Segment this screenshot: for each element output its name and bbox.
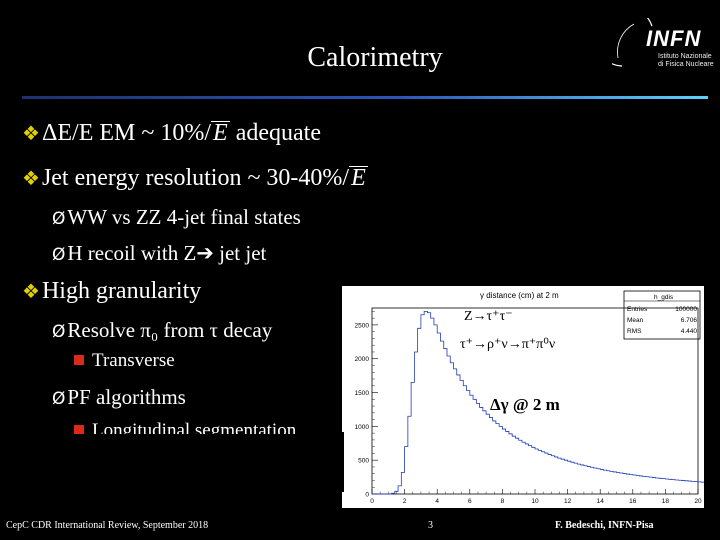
logo-line2: di Fisica Nucleare xyxy=(658,61,714,68)
x-tick-label: 0 xyxy=(370,498,374,505)
annotation-tau-decay: τ⁺→ρ⁺ν→π⁺π⁰ν xyxy=(460,337,555,352)
footer-page-number: 3 xyxy=(428,520,433,531)
y-tick-label: 0 xyxy=(365,492,369,499)
x-tick-label: 20 xyxy=(694,498,702,505)
stats-box: h_gdis Entries 100000 Mean 6.706 RMS 4.4… xyxy=(623,290,701,340)
stats-entries: 100000 xyxy=(675,306,697,313)
bullet-longitudinal: Longitudinal segmentation xyxy=(74,420,296,434)
stats-entries-label: Entries xyxy=(627,306,648,313)
x-tick-label: 2 xyxy=(403,498,407,505)
square-bullet-icon xyxy=(74,425,84,434)
arrow-bullet-icon: Ø xyxy=(52,322,66,342)
histogram-series-line xyxy=(372,310,704,495)
footer-conference: CepC CDR International Review, September… xyxy=(6,520,209,531)
y-tick-label: 1000 xyxy=(355,424,370,431)
annotation-z-decay: Z→τ⁺τ⁻ xyxy=(464,309,513,324)
stats-rms: 4.440 xyxy=(681,328,698,335)
square-bullet-icon xyxy=(74,355,84,365)
bullet-em-resolution: ❖ΔE/E EM ~ 10%/E adequate xyxy=(22,120,321,146)
chart-marks xyxy=(372,310,704,495)
diamond-bullet-icon: ❖ xyxy=(22,281,40,303)
bullet-h-recoil: ØH recoil with Z➔ jet jet xyxy=(52,241,267,265)
stats-mean: 6.706 xyxy=(681,317,698,324)
arrow-bullet-icon: Ø xyxy=(52,389,66,409)
stats-name: h_gdis xyxy=(654,294,674,301)
diamond-bullet-icon: ❖ xyxy=(22,168,40,190)
y-tick-label: 1500 xyxy=(355,390,370,397)
x-tick-label: 16 xyxy=(629,498,637,505)
diamond-bullet-icon: ❖ xyxy=(22,123,40,145)
title-rule xyxy=(22,96,708,99)
infn-logo-icon xyxy=(612,18,653,67)
bullet-transverse: Transverse xyxy=(74,350,175,372)
stats-mean-label: Mean xyxy=(627,317,644,324)
x-tick-label: 8 xyxy=(501,498,505,505)
bullet-resolve-pi0: ØResolve π₀ from τ decay xyxy=(52,318,273,342)
x-tick-label: 4 xyxy=(435,498,439,505)
arrow-bullet-icon: Ø xyxy=(52,245,66,265)
logo-name: INFN xyxy=(646,26,702,51)
sqrt-symbol: E xyxy=(349,165,368,191)
x-tick-label: 18 xyxy=(662,498,670,505)
gamma-distance-histogram: γ distance (cm) at 2 m h_gdis Entries 10… xyxy=(342,286,704,508)
annotation-delta-gamma: Δγ @ 2 m xyxy=(490,395,560,414)
stats-rms-label: RMS xyxy=(627,328,642,335)
sqrt-symbol: E xyxy=(211,120,230,146)
chart-title: γ distance (cm) at 2 m xyxy=(480,291,559,300)
right-arrow-icon: ➔ xyxy=(196,241,214,265)
arrow-bullet-icon: Ø xyxy=(52,209,66,229)
logo-subtitle: Istituto Nazionale di Fisica Nucleare xyxy=(658,53,714,69)
chart-left-gap xyxy=(322,432,344,492)
y-tick-label: 2000 xyxy=(355,356,370,363)
bullet-high-granularity: ❖High granularity xyxy=(22,278,202,304)
x-tick-label: 6 xyxy=(468,498,472,505)
logo-line1: Istituto Nazionale xyxy=(658,53,712,60)
x-tick-label: 12 xyxy=(564,498,572,505)
footer-author: F. Bedeschi, INFN-Pisa xyxy=(555,520,654,531)
x-tick-label: 10 xyxy=(531,498,539,505)
bullet-jet-resolution: ❖Jet energy resolution ~ 30-40%/E xyxy=(22,165,368,191)
bullet-ww-zz: ØWW vs ZZ 4-jet final states xyxy=(52,205,301,229)
slide-title: Calorimetry xyxy=(307,42,443,73)
bullet-pf-algorithms: ØPF algorithms xyxy=(52,385,186,409)
y-tick-label: 500 xyxy=(358,458,369,465)
y-tick-label: 2500 xyxy=(355,322,370,329)
x-tick-label: 14 xyxy=(597,498,605,505)
